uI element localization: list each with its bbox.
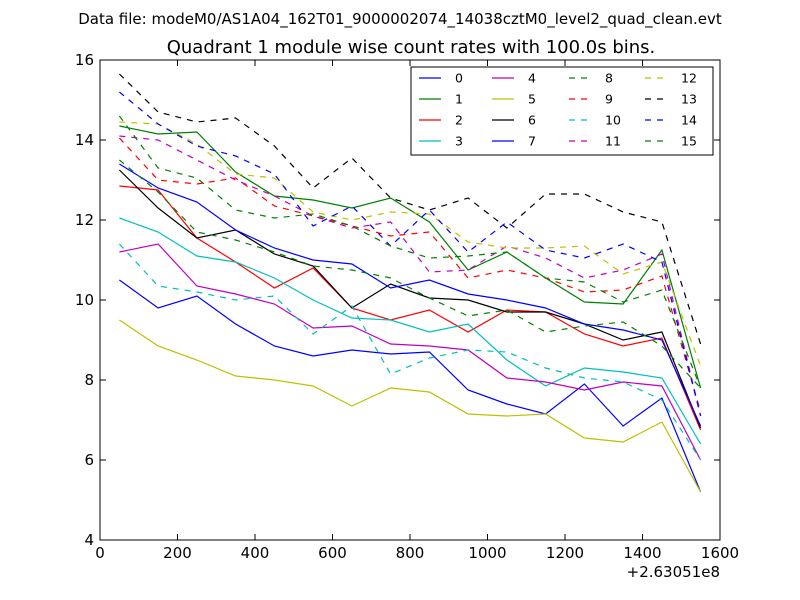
series-line-3 [119,217,702,445]
series-line-13 [118,73,702,345]
legend-box [410,66,714,156]
series-line-8 [119,159,702,389]
series-line-11 [119,135,702,417]
legend-label-1: 1 [455,92,463,107]
legend-label-10: 10 [605,113,621,128]
series-line-7 [119,163,702,427]
series-line-12 [119,121,702,367]
y-tick-label: 14 [75,131,94,149]
series-line-9 [118,137,702,413]
series-line-1 [119,125,702,389]
legend-label-13: 13 [681,92,697,107]
x-tick-label: 0 [95,544,105,562]
legend-label-14: 14 [681,113,697,128]
x-tick-label: 600 [318,544,347,562]
x-tick-label: 1400 [623,544,661,562]
x-tick-label: 400 [241,544,270,562]
legend-label-2: 2 [455,113,463,128]
x-offset-label: +2.63051e8 [627,563,720,581]
y-tick-label: 8 [84,371,94,389]
legend-label-3: 3 [455,134,463,149]
series-line-0 [119,279,702,493]
y-tick-label: 4 [84,531,94,549]
y-tick-label: 12 [75,211,94,229]
chart-title: Quadrant 1 module wise count rates with … [167,37,656,58]
series-line-10 [118,243,702,461]
legend-label-15: 15 [681,134,697,149]
x-tick-label: 1600 [701,544,739,562]
x-tick-label: 1200 [546,544,584,562]
legend-label-6: 6 [528,113,536,128]
series-line-5 [119,319,702,493]
y-tick-label: 16 [75,51,94,69]
legend-label-12: 12 [681,71,697,86]
y-tick-label: 10 [75,291,94,309]
x-tick-label: 800 [396,544,425,562]
legend-label-9: 9 [605,92,613,107]
legend-label-11: 11 [605,134,621,149]
series-line-2 [119,185,702,431]
legend-label-8: 8 [605,71,613,86]
chart-suptitle: Data file: modeM0/AS1A04_162T01_90000020… [78,10,722,29]
y-tick-label: 6 [84,451,94,469]
legend-label-0: 0 [455,71,463,86]
x-tick-label: 200 [163,544,192,562]
series-line-6 [118,169,702,429]
legend-label-5: 5 [528,92,536,107]
legend-label-7: 7 [528,134,536,149]
series-layer [118,73,702,493]
x-tick-label: 1000 [468,544,506,562]
series-line-15 [118,115,702,389]
legend-label-4: 4 [528,71,536,86]
series-line-4 [119,243,702,461]
